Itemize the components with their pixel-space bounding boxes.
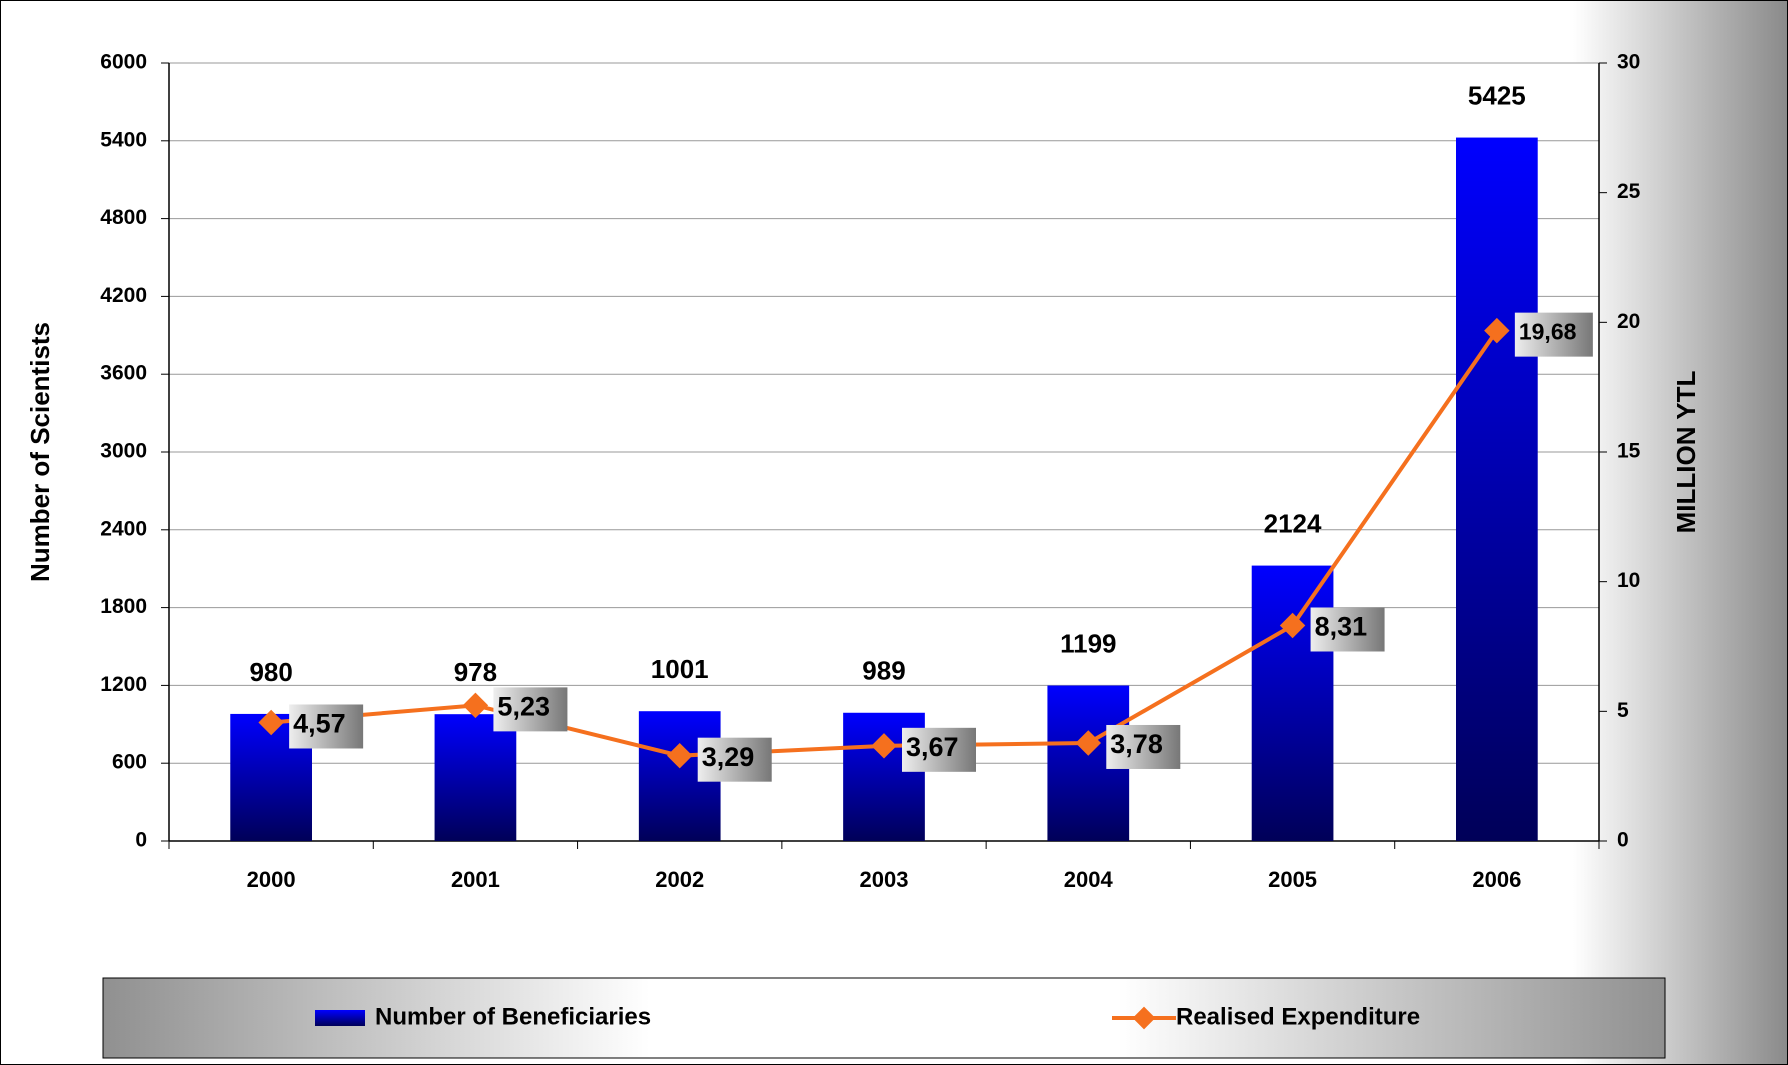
bar-value-label: 989 (862, 656, 905, 686)
line-value-label: 19,68 (1519, 319, 1577, 345)
bar-value-label: 2124 (1264, 508, 1322, 538)
line-value-label: 8,31 (1315, 612, 1368, 642)
y-tick-label: 3000 (100, 440, 147, 463)
line-value-label: 3,78 (1110, 729, 1163, 759)
y2-tick-label: 25 (1617, 180, 1641, 203)
y2-tick-label: 20 (1617, 310, 1640, 333)
line-value-label: 3,29 (702, 742, 755, 772)
line-value-label: 3,67 (906, 732, 959, 762)
y-tick-label: 4200 (100, 284, 147, 307)
line-marker (258, 709, 284, 736)
value-label-box (1310, 607, 1385, 652)
value-label-box (493, 687, 568, 732)
y-tick-label: 3600 (100, 362, 147, 385)
y2-axis-title: MILLION YTL (1671, 371, 1701, 534)
x-tick-label: 2002 (655, 867, 704, 892)
bar (1456, 137, 1538, 841)
line-marker (462, 692, 489, 719)
bar-value-label: 1199 (1060, 628, 1116, 658)
y2-tick-label: 30 (1617, 51, 1640, 74)
bar-value-label: 5425 (1468, 80, 1526, 110)
value-label-box (697, 737, 772, 782)
y-tick-label: 600 (112, 751, 147, 774)
x-tick-label: 2006 (1472, 867, 1521, 892)
bar-value-label: 978 (454, 657, 497, 687)
y-tick-label: 0 (135, 829, 147, 852)
y-tick-label: 5400 (100, 128, 147, 151)
y2-tick-label: 5 (1617, 699, 1629, 722)
y2-tick-label: 0 (1617, 829, 1629, 852)
legend-label: Number of Beneficiaries (375, 1003, 651, 1030)
y-tick-label: 4800 (100, 206, 147, 229)
legend-label: Realised Expenditure (1176, 1003, 1420, 1030)
x-tick-label: 2005 (1268, 867, 1317, 892)
line-value-label: 4,57 (293, 709, 346, 739)
value-label-box (1514, 312, 1593, 357)
legend-marker (1132, 1006, 1156, 1030)
y2-tick-label: 10 (1617, 569, 1640, 592)
y-tick-label: 1800 (100, 595, 147, 618)
value-label-box (1106, 724, 1181, 769)
y-axis-title: Number of Scientists (25, 322, 55, 582)
line-value-label: 5,23 (497, 691, 550, 721)
x-tick-label: 2000 (247, 867, 296, 892)
y-tick-label: 1200 (100, 673, 147, 696)
bar (434, 714, 517, 841)
bar (1251, 565, 1334, 841)
x-tick-label: 2004 (1064, 867, 1114, 892)
legend-swatch (315, 1010, 365, 1026)
y-tick-label: 6000 (100, 51, 147, 74)
value-label-box (902, 727, 976, 772)
bar-value-label: 980 (249, 657, 292, 687)
bar-value-label: 1001 (651, 654, 709, 684)
x-tick-label: 2001 (451, 867, 500, 892)
line-marker (666, 742, 693, 769)
y2-tick-label: 15 (1617, 440, 1641, 463)
x-tick-label: 2003 (860, 867, 909, 892)
line-marker (871, 733, 897, 759)
value-label-box (289, 704, 364, 749)
y-tick-label: 2400 (100, 517, 147, 540)
